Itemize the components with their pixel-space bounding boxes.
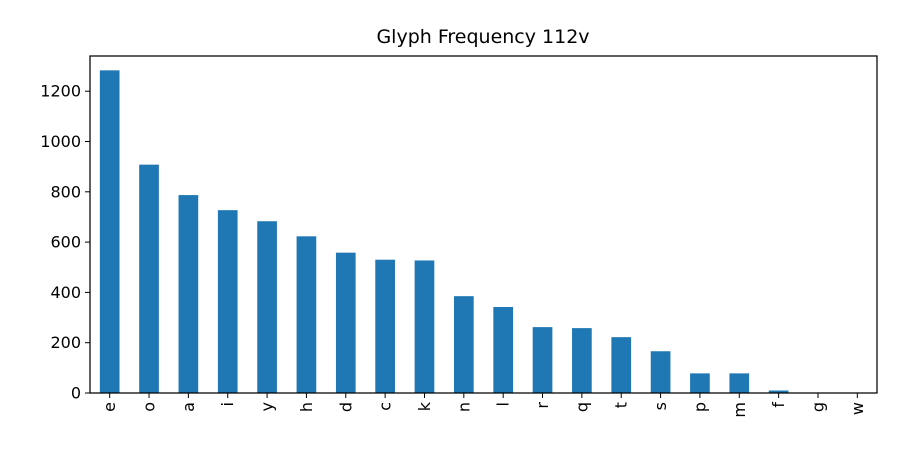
chart-title: Glyph Frequency 112v xyxy=(376,26,589,48)
bar-p xyxy=(690,373,710,393)
y-tick-label-600: 600 xyxy=(50,233,81,252)
bar-d xyxy=(335,252,356,393)
x-tick-label-r: r xyxy=(533,402,552,409)
x-tick-label-y: y xyxy=(258,402,277,411)
y-tick-label-800: 800 xyxy=(50,182,81,201)
bar-s xyxy=(650,351,671,393)
bar-k xyxy=(414,260,435,393)
x-tick-label-g: g xyxy=(808,402,827,412)
y-tick-label-1200: 1200 xyxy=(40,82,81,101)
x-tick-label-d: d xyxy=(336,402,355,412)
x-tick-label-o: o xyxy=(140,402,159,412)
y-axis: 0 200 400 600 800 1000 1200 xyxy=(40,82,90,403)
x-tick-label-c: c xyxy=(376,402,395,411)
x-tick-label-n: n xyxy=(454,402,473,412)
bar-a xyxy=(178,195,199,393)
y-tick-label-200: 200 xyxy=(50,333,81,352)
x-tick-label-i: i xyxy=(218,402,237,406)
bar-l xyxy=(493,306,514,393)
x-tick-label-s: s xyxy=(651,402,670,410)
x-tick-label-l: l xyxy=(494,402,513,406)
bar-e xyxy=(99,70,120,393)
x-tick-label-k: k xyxy=(415,401,434,411)
bar-r xyxy=(532,327,553,393)
bar-y xyxy=(257,221,277,393)
bar-t xyxy=(611,337,632,393)
bars-group xyxy=(99,70,868,393)
plot-area-frame xyxy=(89,55,878,394)
x-tick-label-t: t xyxy=(612,402,631,408)
bar-f xyxy=(768,390,789,393)
x-tick-label-h: h xyxy=(297,402,316,412)
bar-h xyxy=(296,236,317,393)
x-tick-label-w: w xyxy=(848,402,867,415)
x-tick-label-q: q xyxy=(572,402,591,412)
x-tick-label-e: e xyxy=(100,402,119,412)
y-tick-label-400: 400 xyxy=(50,283,81,302)
bar-n xyxy=(453,296,474,393)
bar-c xyxy=(375,259,395,393)
bar-m xyxy=(729,373,750,393)
x-tick-label-a: a xyxy=(179,402,198,412)
x-tick-label-m: m xyxy=(730,402,749,418)
bar-q xyxy=(572,328,592,393)
y-tick-label-1000: 1000 xyxy=(40,132,81,151)
x-tick-label-p: p xyxy=(690,402,709,412)
x-tick-label-f: f xyxy=(769,402,788,408)
bar-o xyxy=(139,164,159,393)
bar-i xyxy=(217,210,238,393)
y-tick-label-0: 0 xyxy=(71,384,81,403)
